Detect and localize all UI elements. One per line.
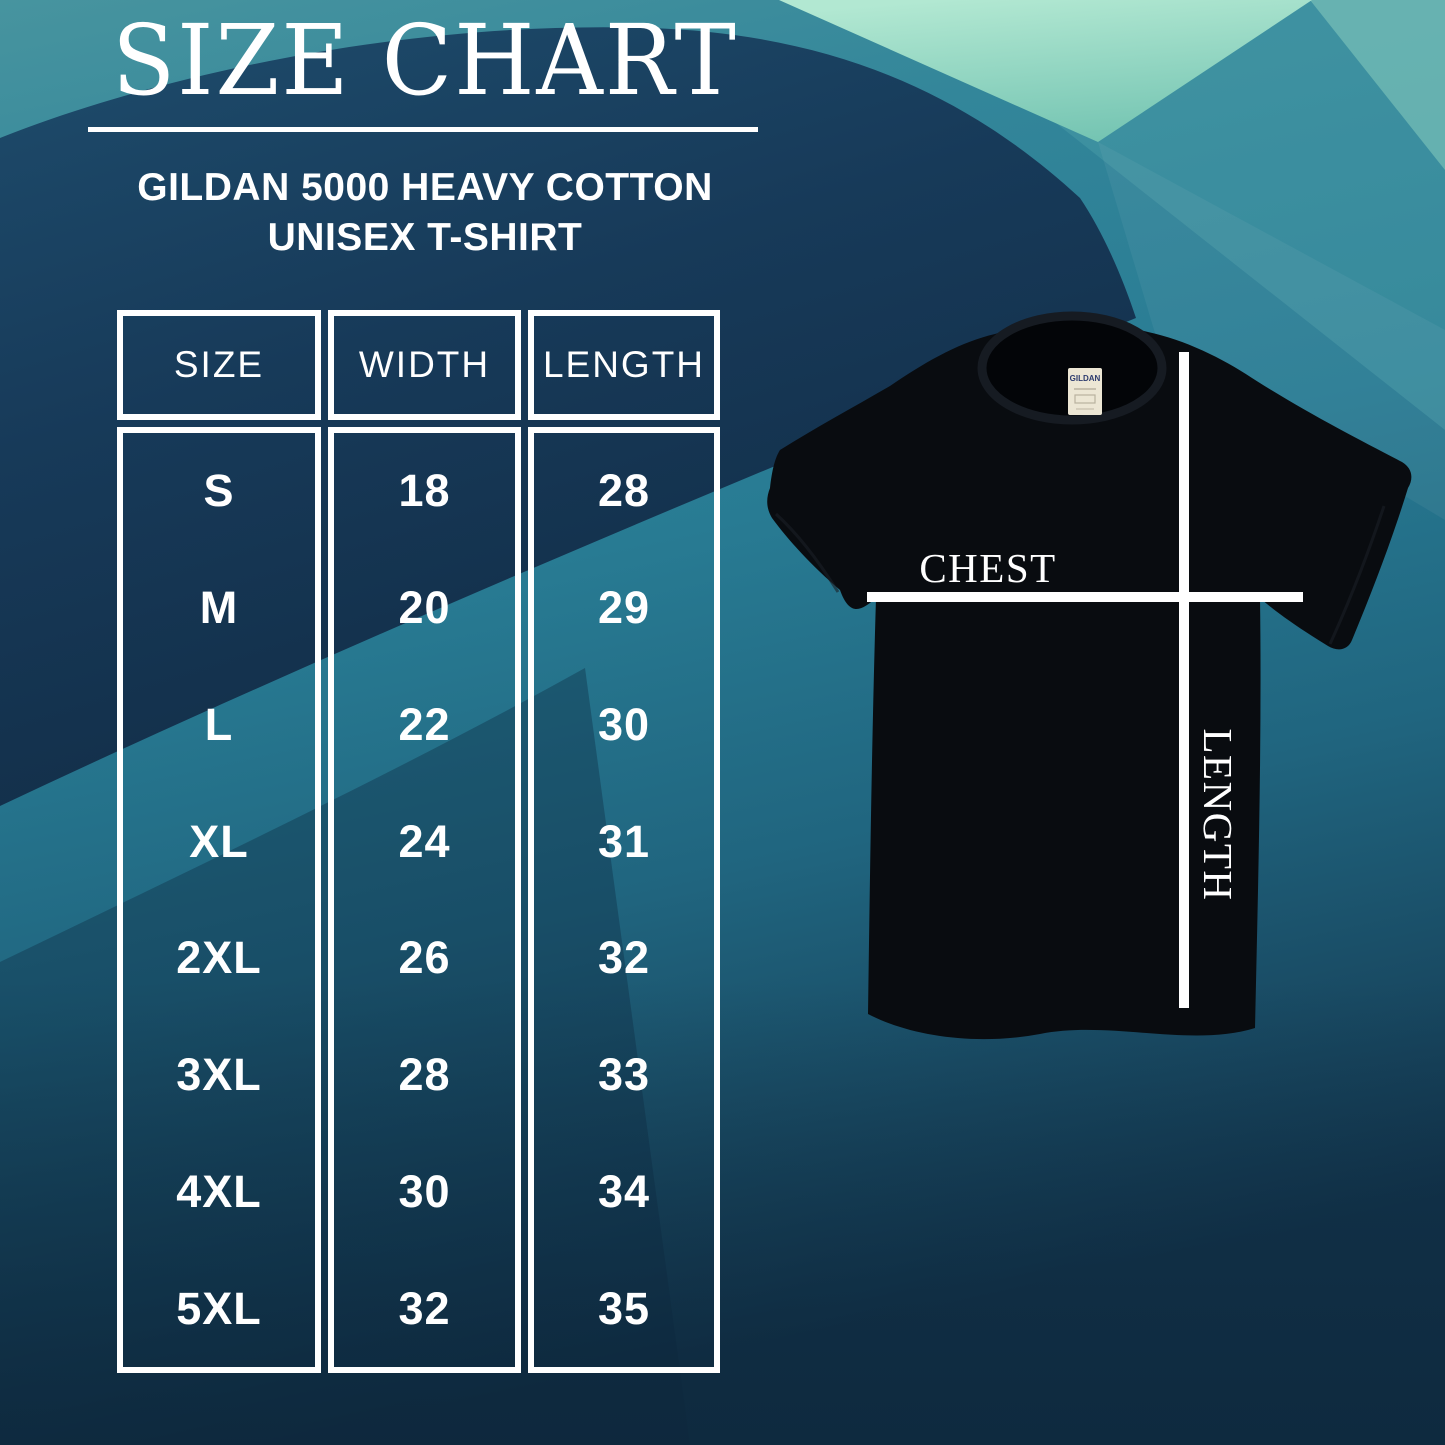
subtitle-line-2: UNISEX T-SHIRT [267,216,583,259]
column-size: S M L XL 2XL 3XL 4XL 5XL [117,427,321,1373]
chest-measure-line [867,592,1303,602]
table-cell: XL [189,815,249,867]
table-cell: 4XL [176,1165,262,1217]
table-cell: 22 [398,698,451,750]
page-title: SIZE CHART [112,4,738,118]
length-measure-line [1179,352,1189,1008]
size-table: SIZE WIDTH LENGTH S M L XL 2XL 3XL 4XL 5… [117,310,720,1373]
sleeve-fold-right [1328,505,1386,645]
title-underline [88,127,758,132]
table-cell: 29 [597,582,651,634]
table-cell: 30 [597,698,651,750]
table-cell: 28 [597,465,651,517]
table-cell: 20 [398,582,451,634]
table-cell: M [199,582,239,634]
bg-mint-triangle [779,0,1312,142]
table-cell: 33 [597,1049,651,1101]
column-length: 28 29 30 31 32 33 34 35 [528,427,720,1373]
table-cell: L [204,698,234,750]
table-cell: 31 [597,815,651,867]
table-cell: 35 [597,1282,651,1334]
header-cell-length: LENGTH [528,310,720,420]
header-cell-width: WIDTH [328,310,521,420]
table-cell: 5XL [176,1282,262,1334]
header-cell-size: SIZE [117,310,321,420]
tshirt-silhouette [767,322,1412,1040]
table-cell: 34 [597,1165,651,1217]
bg-corner-band [1310,0,1445,170]
column-width: 18 20 22 24 26 28 30 32 [328,427,521,1373]
chest-label: CHEST [919,545,1057,591]
table-cell: 24 [398,815,451,867]
sleeve-fold-left [774,512,840,593]
table-cell: 30 [398,1165,451,1217]
table-cell: 18 [398,465,451,517]
table-cell: S [203,465,235,517]
table-cell: 32 [597,932,651,984]
length-label: LENGTH [1195,728,1241,902]
brand-tag-text: GILDAN [1070,374,1101,383]
table-header-row: SIZE WIDTH LENGTH [117,310,720,420]
table-cell: 26 [398,932,451,984]
table-cell: 3XL [176,1049,262,1101]
table-cell: 2XL [176,932,262,984]
subtitle-line-1: GILDAN 5000 HEAVY COTTON [137,166,713,209]
bg-sheen [1098,142,1445,520]
table-body: S M L XL 2XL 3XL 4XL 5XL 18 20 22 24 26 … [117,427,720,1373]
tag-box [1074,394,1096,404]
table-cell: 28 [398,1049,451,1101]
table-cell: 32 [398,1282,451,1334]
